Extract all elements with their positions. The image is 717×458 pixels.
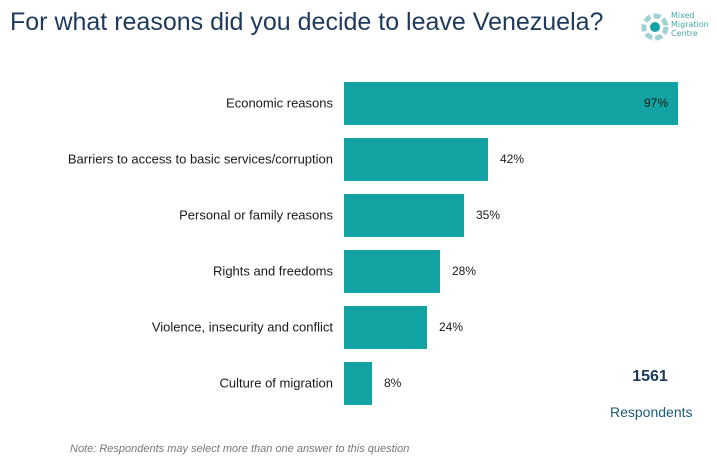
value-label: 97% (644, 96, 669, 110)
value-label: 24% (439, 320, 464, 334)
category-label: Economic reasons (226, 95, 333, 111)
respondents-count: 1561 (632, 368, 668, 385)
bar (344, 361, 372, 405)
category-label: Barriers to access to basic services/cor… (67, 151, 333, 167)
page-title: For what reasons did you decide to leave… (10, 8, 604, 36)
logo-line-2: Migration (671, 20, 709, 29)
footnote: Note: Respondents may select more than o… (70, 443, 410, 455)
value-label: 42% (500, 152, 525, 166)
logo-line-3: Centre (671, 29, 698, 38)
value-label: 28% (452, 264, 477, 278)
mmc-logo-icon (641, 13, 669, 41)
respondents-label: Respondents (610, 404, 693, 420)
bar (344, 305, 427, 349)
value-label: 8% (384, 376, 402, 390)
category-label: Culture of migration (219, 375, 333, 391)
bar-chart: Economic reasons 97% Barriers to access to… (0, 70, 717, 415)
mmc-logo: Mixed Migration Centre (640, 10, 717, 52)
category-label: Rights and freedoms (213, 263, 333, 279)
logo-text: Mixed Migration Centre (671, 11, 709, 38)
bar (344, 249, 440, 293)
bar (344, 137, 488, 181)
bar (344, 193, 464, 237)
category-label: Violence, insecurity and conflict (151, 319, 333, 335)
logo-line-1: Mixed (671, 11, 695, 20)
value-label: 35% (476, 208, 501, 222)
bar (344, 81, 678, 125)
category-label: Personal or family reasons (179, 207, 333, 223)
